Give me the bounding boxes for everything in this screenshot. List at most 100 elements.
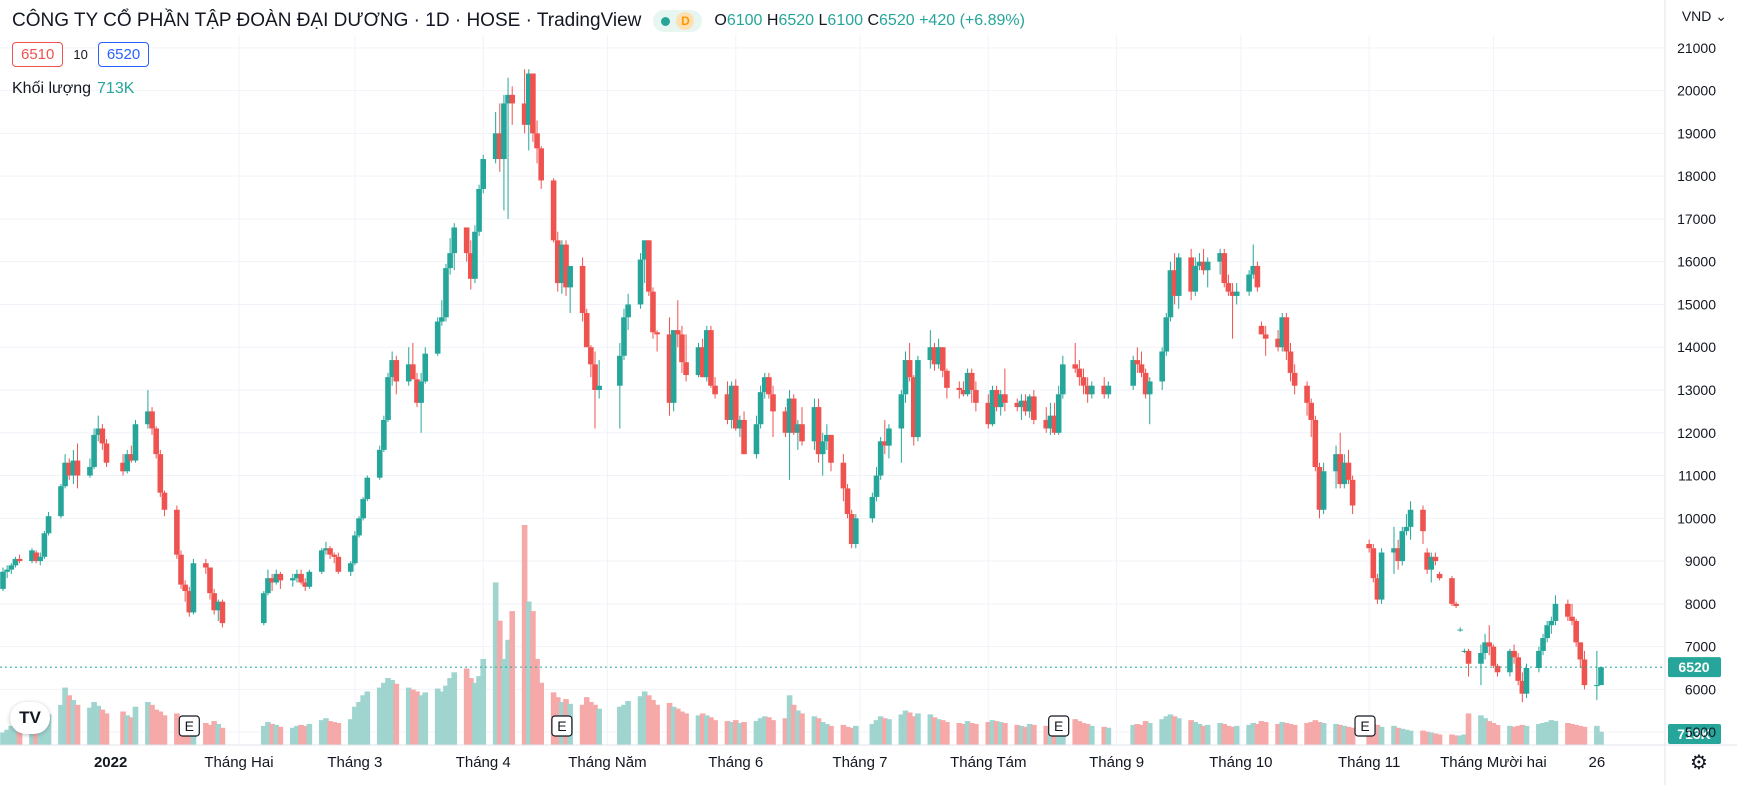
volume-bar: [294, 725, 300, 745]
volume-bar: [1598, 731, 1604, 745]
candle-body: [554, 240, 561, 284]
candle: [550, 178, 557, 243]
market-status-pill[interactable]: D: [653, 10, 703, 32]
candle-body: [1569, 616, 1575, 621]
candle: [1523, 663, 1530, 698]
candle-body: [931, 347, 938, 365]
candle: [414, 372, 420, 408]
volume-bar: [641, 691, 648, 745]
x-tick-label: Tháng Mười hai: [1440, 754, 1547, 771]
interval-badge: D: [676, 12, 695, 30]
candle-body: [1391, 548, 1397, 553]
candle-body: [1544, 625, 1550, 639]
currency-selector[interactable]: VND ⌄: [1681, 8, 1727, 24]
gear-icon[interactable]: ⚙: [1690, 752, 1708, 774]
candle: [1453, 601, 1459, 609]
candle: [1188, 248, 1194, 301]
candle-body: [766, 377, 772, 395]
candle-body: [559, 244, 565, 284]
volume-bar: [902, 710, 909, 745]
candle: [853, 514, 859, 549]
candle: [985, 394, 992, 429]
volume-bar: [1341, 725, 1348, 745]
candle-body: [906, 360, 913, 378]
candle: [8, 563, 15, 574]
candle: [327, 546, 333, 559]
volume-bar: [815, 718, 822, 745]
volume-bar: [939, 720, 946, 745]
candle-body: [393, 360, 400, 382]
candle-body: [472, 231, 478, 279]
candle-body: [1163, 317, 1170, 352]
tradingview-logo-icon[interactable]: TV: [10, 702, 50, 734]
volume-bar: [87, 707, 93, 745]
volume-bar: [1548, 720, 1555, 745]
volume-bar: [579, 704, 586, 745]
volume-bar: [124, 715, 130, 745]
candle-body: [1217, 253, 1223, 262]
candle: [1370, 543, 1377, 583]
candle: [157, 449, 164, 497]
volume-bar: [269, 723, 275, 745]
candle: [1345, 449, 1352, 485]
candle: [434, 317, 441, 356]
volume-bar: [877, 716, 884, 745]
candle-body: [447, 253, 453, 269]
candle-body: [985, 402, 992, 425]
candle-body: [675, 330, 681, 335]
volume-bar: [1130, 724, 1136, 745]
candle-body: [265, 578, 271, 594]
candle: [422, 347, 429, 384]
candle: [74, 443, 81, 489]
candle: [203, 558, 209, 574]
candle-body: [973, 390, 979, 403]
candle-body: [596, 385, 602, 390]
volume-bar: [418, 695, 424, 745]
candle-body: [1515, 657, 1522, 681]
earnings-label: E: [1054, 718, 1063, 734]
candle: [1428, 552, 1435, 583]
buy-button[interactable]: 6520: [97, 42, 150, 67]
candle: [579, 257, 586, 322]
candle: [1105, 381, 1112, 399]
volume-bar: [327, 721, 333, 745]
volume-bar: [215, 723, 222, 745]
volume-bar: [1018, 725, 1025, 745]
volume-bar: [915, 713, 921, 745]
candle: [1378, 548, 1385, 604]
candle-body: [1192, 265, 1199, 292]
candle: [637, 253, 644, 309]
sell-button[interactable]: 6510: [12, 42, 64, 67]
candle: [190, 558, 197, 615]
x-tick-label: Tháng Hai: [204, 754, 273, 771]
volume-bar: [1258, 721, 1265, 745]
last-price-line: 6520 713K: [0, 657, 1721, 744]
candle: [62, 454, 68, 489]
candle-body: [1258, 325, 1265, 335]
candle-body: [153, 428, 159, 455]
candle-body: [1138, 364, 1145, 373]
volume-bar: [161, 715, 168, 745]
candle-body: [712, 385, 718, 395]
candle: [1031, 390, 1037, 425]
volume-bar: [728, 722, 735, 745]
volume-bar: [447, 678, 453, 745]
candle: [679, 325, 685, 373]
volume-bar: [1254, 723, 1261, 745]
candle-body: [732, 385, 739, 429]
candle: [306, 569, 313, 589]
candle: [699, 338, 706, 378]
volume-bar: [381, 682, 387, 745]
volume-bar: [203, 723, 209, 745]
candle: [1457, 627, 1464, 632]
candle-body: [960, 390, 967, 395]
candle-body: [1581, 659, 1588, 686]
candle: [1287, 342, 1294, 382]
volume-bar: [770, 720, 776, 745]
candle-body: [819, 441, 826, 455]
candle: [1461, 648, 1468, 654]
x-tick-label: Tháng 9: [1089, 754, 1144, 771]
candle-body: [323, 548, 329, 551]
ohlc-readout: O6100 H6520 L6100 C6520 +420 (+6.89%): [714, 12, 1025, 29]
